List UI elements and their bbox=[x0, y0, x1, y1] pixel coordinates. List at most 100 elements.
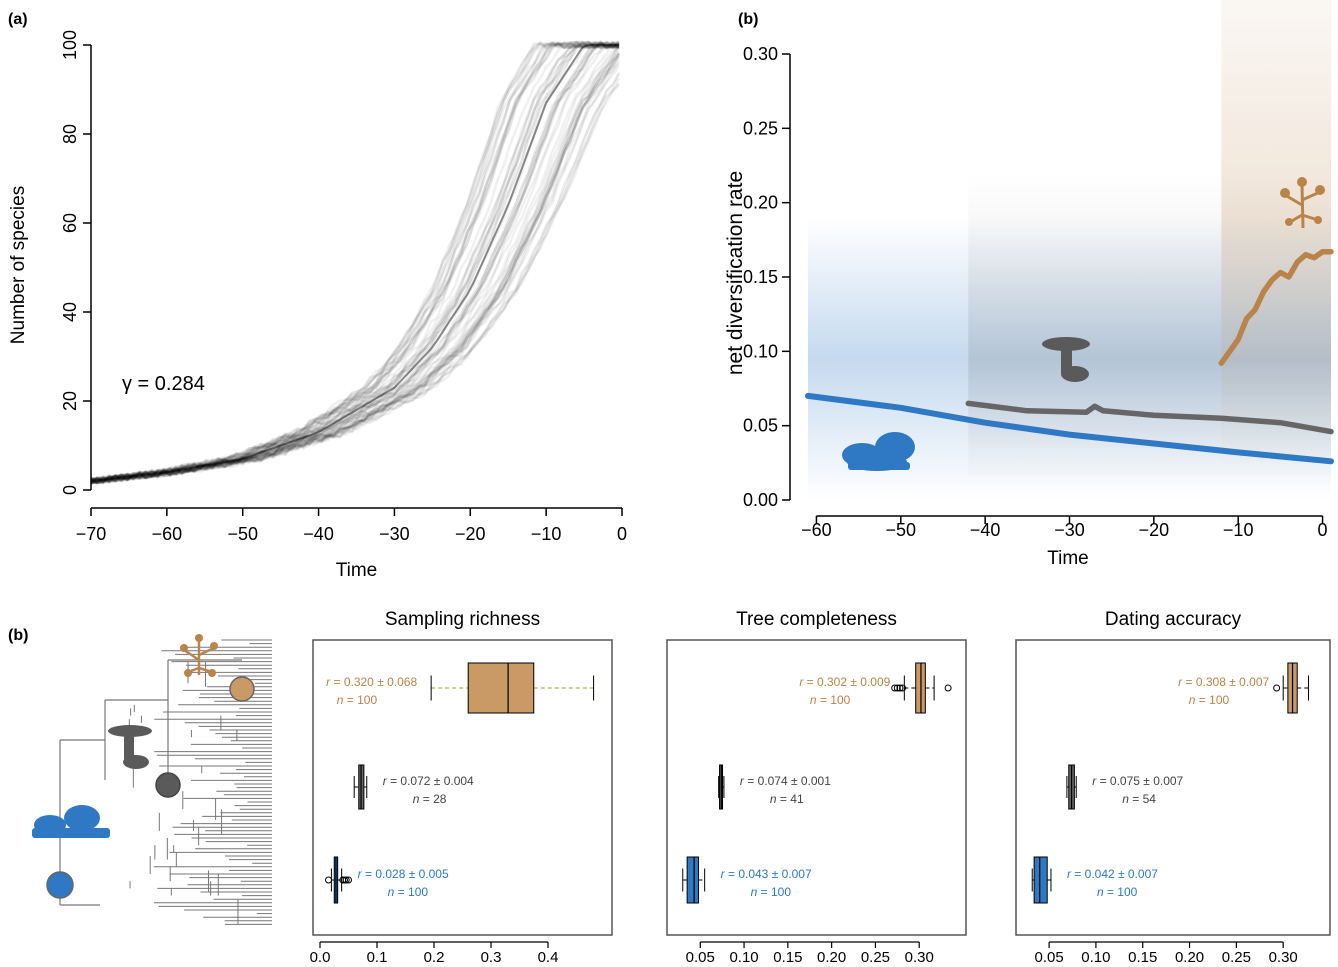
x-axis-title: Time bbox=[1047, 548, 1089, 569]
x-tick-label: 0.25 bbox=[1222, 949, 1251, 966]
series-line-ltt bbox=[90, 41, 620, 484]
series-line-ltt bbox=[90, 40, 620, 485]
series-line-ltt bbox=[90, 40, 620, 485]
outlier-point bbox=[342, 876, 350, 884]
plant-stem bbox=[198, 646, 215, 657]
x-tick-label: 0.20 bbox=[1175, 949, 1204, 966]
plot-frame bbox=[1015, 639, 1331, 936]
stat-label-r: r = 0.042 ± 0.007 bbox=[1067, 867, 1158, 881]
stat-label-r: r = 0.320 ± 0.068 bbox=[326, 675, 417, 689]
x-tick-label: 0.30 bbox=[905, 949, 934, 966]
series-line-ltt bbox=[90, 73, 621, 484]
series-line-ltt bbox=[90, 42, 620, 485]
stat-label-n: n = 100 bbox=[1097, 885, 1138, 899]
series-line-ltt bbox=[90, 41, 620, 485]
fungus-stalk bbox=[124, 731, 134, 759]
x-tick-label: 0.15 bbox=[773, 949, 802, 966]
clade-blob bbox=[64, 805, 100, 831]
plant-leaf bbox=[184, 669, 192, 677]
series-line-ltt bbox=[90, 39, 620, 483]
x-tick-label: 0.2 bbox=[424, 949, 445, 966]
stat-label-n: n = 41 bbox=[770, 792, 804, 806]
x-tick-label: −40 bbox=[303, 524, 334, 544]
outlier-point bbox=[325, 876, 333, 884]
series-line-ltt bbox=[90, 41, 620, 485]
series-line-ltt bbox=[90, 77, 621, 485]
series-line-ltt bbox=[90, 40, 620, 485]
fungus-base bbox=[123, 755, 149, 769]
x-tick-label: 0.15 bbox=[1128, 949, 1157, 966]
series-line-ltt bbox=[90, 42, 620, 483]
panel-title: Sampling richness bbox=[385, 609, 540, 630]
stat-label-r: r = 0.074 ± 0.001 bbox=[740, 774, 831, 788]
y-tick-label: 0.15 bbox=[743, 267, 778, 287]
series-line-ltt bbox=[90, 40, 620, 483]
tree-completeness-boxplot: Tree completeness 0.05 0.10 0.15 0.20 0.25 0.3… bbox=[666, 609, 967, 966]
plant-leaf bbox=[195, 634, 203, 642]
y-tick-label: 100 bbox=[60, 30, 80, 60]
blue-rate-line bbox=[805, 392, 1334, 465]
x-tick-label: 0 bbox=[617, 524, 627, 544]
series-line-ltt bbox=[90, 40, 620, 483]
series-line-ltt bbox=[90, 40, 620, 484]
series-line-ltt bbox=[90, 42, 620, 484]
panel-title: Dating accuracy bbox=[1105, 609, 1242, 630]
x-tick-label: 0.10 bbox=[729, 949, 758, 966]
series-line-ltt bbox=[90, 46, 621, 484]
series-line-ltt bbox=[90, 61, 620, 482]
series-line-ltt bbox=[90, 40, 620, 482]
y-tick-label: 40 bbox=[60, 302, 80, 322]
series-line-ltt bbox=[90, 41, 620, 485]
series-line-ltt bbox=[90, 40, 620, 483]
series-line-ltt bbox=[90, 50, 621, 485]
series-line-ltt bbox=[90, 40, 620, 485]
x-tick-label: −30 bbox=[1054, 520, 1085, 540]
series-line-ltt bbox=[90, 55, 621, 485]
stat-label-r: r = 0.072 ± 0.004 bbox=[383, 774, 474, 788]
sampling-richness-boxplot: Sampling richness 0.0 0.1 0.2 0.3 0.4 r = 0.32… bbox=[310, 609, 613, 966]
box bbox=[467, 662, 535, 714]
y-axis-title: net diversification rate bbox=[724, 171, 747, 375]
y-tick-label: 20 bbox=[60, 391, 80, 411]
x-tick-label: 0.30 bbox=[1269, 949, 1298, 966]
panel-b-bottom-label: (b) bbox=[8, 627, 28, 644]
gray-fungus-icon bbox=[108, 725, 152, 769]
panel-b-top-label: (b) bbox=[738, 11, 758, 28]
series-line-ltt bbox=[90, 40, 620, 484]
series-line-ltt bbox=[90, 43, 621, 485]
series-line-ltt bbox=[90, 72, 621, 484]
series-line-ltt bbox=[90, 42, 621, 485]
x-tick-label: 0.05 bbox=[1034, 949, 1063, 966]
x-tick-label: 0.10 bbox=[1081, 949, 1110, 966]
y-axis-title: Number of species bbox=[8, 186, 29, 344]
outlier-point bbox=[891, 684, 899, 692]
gamma-annotation: γ = 0.284 bbox=[122, 373, 205, 395]
x-tick-label: −70 bbox=[76, 524, 107, 544]
blue-clade-silhouette-icon bbox=[842, 432, 915, 471]
series-line-ltt bbox=[91, 41, 620, 483]
tan-plant-silhouette-icon bbox=[1280, 177, 1325, 229]
panel-title: Tree completeness bbox=[736, 609, 897, 630]
gray-node-marker bbox=[155, 772, 181, 798]
series-line-ltt bbox=[90, 42, 620, 485]
series-line-ltt bbox=[90, 42, 620, 485]
series-line-ltt bbox=[90, 42, 620, 485]
series-line-ltt bbox=[90, 55, 620, 484]
series-line-ltt bbox=[90, 41, 620, 484]
clade-blob bbox=[32, 828, 110, 838]
series-line-ltt bbox=[90, 42, 620, 485]
y-tick-label: 0.05 bbox=[743, 416, 778, 436]
y-tick-label: 0 bbox=[60, 485, 80, 495]
series-line-ltt bbox=[90, 41, 620, 485]
plant-leaf bbox=[208, 669, 216, 677]
tan-node-marker bbox=[229, 676, 255, 702]
series-line-ltt bbox=[90, 46, 620, 485]
plot-frame bbox=[312, 639, 613, 936]
stat-label-r: r = 0.302 ± 0.009 bbox=[799, 675, 890, 689]
series-line-ltt bbox=[90, 53, 621, 482]
x-tick-label: −50 bbox=[886, 520, 917, 540]
series-line-ltt bbox=[90, 41, 620, 484]
series-line-ltt bbox=[90, 52, 620, 485]
x-tick-label: 0.25 bbox=[861, 949, 890, 966]
series-line-ltt bbox=[90, 64, 621, 481]
